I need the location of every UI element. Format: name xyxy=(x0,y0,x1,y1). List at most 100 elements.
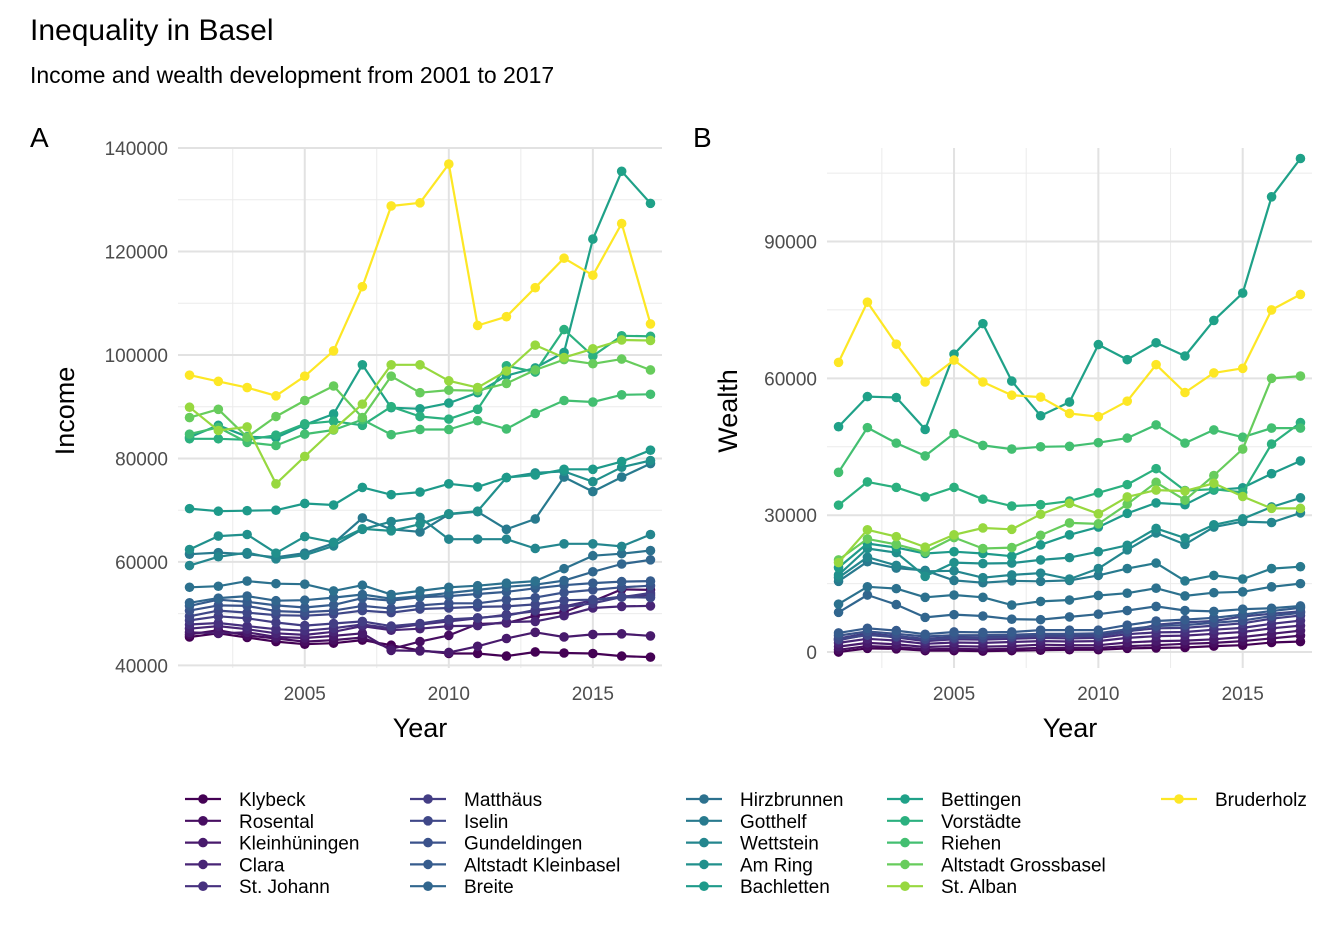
wealth-data-point xyxy=(1295,456,1306,466)
income-data-point xyxy=(530,470,541,480)
income-data-point xyxy=(444,424,454,435)
income-data-point xyxy=(328,537,339,548)
wealth-data-point xyxy=(1093,590,1104,601)
legend-key-point xyxy=(423,837,433,848)
income-data-point xyxy=(328,416,339,426)
legend-key-point xyxy=(900,816,910,826)
income-data-point xyxy=(501,366,512,376)
income-data-point xyxy=(616,559,627,569)
wealth-data-point xyxy=(1064,441,1075,452)
wealth-data-point xyxy=(1093,625,1104,635)
wealth-y-tick-label: 90000 xyxy=(764,233,817,254)
income-data-point xyxy=(242,505,252,516)
wealth-data-point xyxy=(833,557,844,568)
income-data-point xyxy=(530,647,541,657)
wealth-data-point xyxy=(1209,470,1219,481)
wealth-data-point xyxy=(862,477,873,487)
legend-label: Breite xyxy=(464,877,514,898)
income-data-point xyxy=(616,651,627,661)
wealth-data-point xyxy=(862,422,873,433)
income-data-point xyxy=(645,445,656,455)
wealth-data-point xyxy=(1064,625,1075,635)
wealth-data-point xyxy=(1093,411,1104,422)
wealth-data-point xyxy=(1035,555,1046,565)
income-data-point xyxy=(299,579,310,589)
income-data-point xyxy=(415,411,425,422)
income-data-point xyxy=(415,636,425,647)
income-data-point xyxy=(242,422,252,432)
income-y-tick-label: 140000 xyxy=(105,139,168,160)
wealth-data-point xyxy=(1064,408,1075,419)
wealth-data-point xyxy=(833,599,844,609)
income-data-point xyxy=(645,555,656,565)
wealth-data-point xyxy=(1151,420,1161,430)
income-data-point xyxy=(357,412,368,423)
wealth-data-point xyxy=(920,492,930,502)
income-data-point xyxy=(444,598,454,609)
wealth-data-point xyxy=(1006,614,1017,624)
wealth-data-point xyxy=(1266,603,1277,614)
income-data-point xyxy=(271,595,281,606)
income-data-point xyxy=(444,582,454,593)
legend-label: Gundeldingen xyxy=(464,834,582,855)
wealth-data-point xyxy=(1006,558,1017,568)
wealth-x-tick-labels: 2005 2010 2015 xyxy=(933,684,1264,705)
income-data-point xyxy=(501,601,512,612)
wealth-data-point xyxy=(1093,546,1104,557)
legend-label: Riehen xyxy=(941,834,1001,855)
income-data-point xyxy=(645,601,656,611)
wealth-series-breite xyxy=(833,590,1306,625)
wealth-data-point xyxy=(862,297,873,307)
income-data-point xyxy=(472,598,483,609)
income-data-point xyxy=(415,519,425,529)
income-data-point xyxy=(530,543,541,554)
income-data-point xyxy=(530,365,541,375)
income-data-point xyxy=(588,550,598,561)
income-data-point xyxy=(530,282,541,293)
income-data-point xyxy=(501,472,512,483)
income-data-point xyxy=(415,359,425,370)
legend-entry: Hirzbrunnen xyxy=(686,790,844,811)
wealth-data-point xyxy=(862,582,873,592)
income-data-point xyxy=(415,198,425,208)
income-data-point xyxy=(328,592,339,603)
wealth-data-point xyxy=(1151,558,1161,568)
legend-key-point xyxy=(198,816,208,826)
wealth-data-point xyxy=(862,524,873,535)
income-data-point xyxy=(645,389,656,400)
income-data-point xyxy=(588,486,598,497)
income-data-point xyxy=(386,645,396,656)
income-data-point xyxy=(386,371,396,381)
income-data-point xyxy=(530,627,541,638)
wealth-data-point xyxy=(1295,371,1306,381)
income-data-point xyxy=(386,603,396,614)
income-data-point xyxy=(415,600,425,611)
wealth-data-point xyxy=(1035,509,1046,520)
income-data-point xyxy=(559,253,569,264)
income-x-tick-label: 2015 xyxy=(572,684,614,705)
income-data-point xyxy=(242,547,252,558)
wealth-data-point xyxy=(978,318,988,329)
income-data-point xyxy=(472,506,483,517)
wealth-data-point xyxy=(862,590,873,600)
income-data-point xyxy=(616,576,627,587)
income-data-point xyxy=(530,592,541,603)
wealth-data-point xyxy=(920,592,930,603)
legend-entry: Bachletten xyxy=(686,877,830,898)
income-data-point xyxy=(616,472,627,482)
wealth-data-point xyxy=(833,570,844,580)
legend-entry: Breite xyxy=(410,877,514,898)
income-data-point xyxy=(242,621,252,631)
income-panel: A 40000 60000 80000 100000 120000 140000 2005… xyxy=(30,122,662,743)
income-data-point xyxy=(184,412,195,423)
legend-key-point xyxy=(198,794,208,804)
wealth-data-point xyxy=(1093,609,1104,619)
wealth-data-point xyxy=(891,438,902,448)
income-data-point xyxy=(444,385,454,395)
legend-label: Vorstädte xyxy=(941,812,1021,833)
wealth-data-point xyxy=(1180,605,1190,616)
income-data-point xyxy=(444,614,454,625)
income-y-tick-label: 120000 xyxy=(105,242,168,263)
income-data-point xyxy=(386,201,396,211)
wealth-data-point xyxy=(1006,524,1017,535)
